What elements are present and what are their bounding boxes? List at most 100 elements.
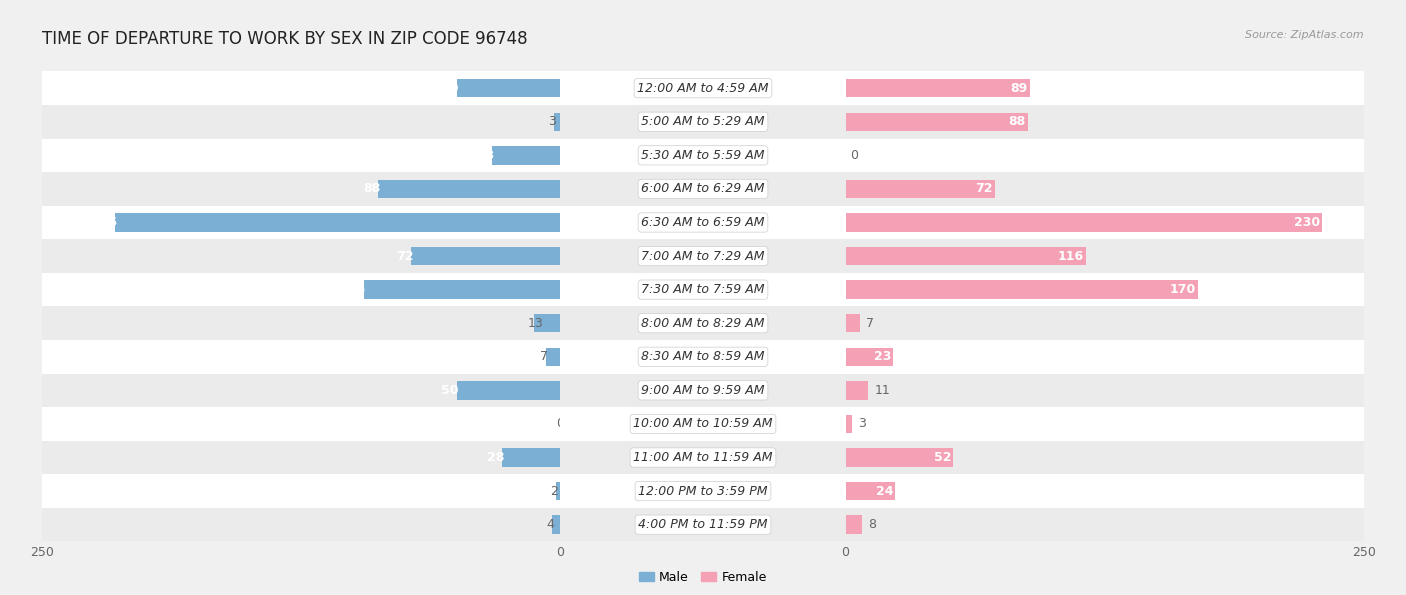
Text: 28: 28 xyxy=(486,451,505,464)
Text: 9:00 AM to 9:59 AM: 9:00 AM to 9:59 AM xyxy=(641,384,765,397)
Bar xyxy=(845,508,1364,541)
Bar xyxy=(561,374,845,407)
Bar xyxy=(845,515,862,534)
Text: 13: 13 xyxy=(527,317,543,330)
Bar xyxy=(845,172,1364,206)
Text: 5:00 AM to 5:29 AM: 5:00 AM to 5:29 AM xyxy=(641,115,765,129)
Bar xyxy=(561,239,845,273)
Text: 3: 3 xyxy=(548,115,555,129)
Bar xyxy=(546,347,561,366)
Text: Source: ZipAtlas.com: Source: ZipAtlas.com xyxy=(1246,30,1364,40)
Bar xyxy=(561,139,845,172)
Bar xyxy=(42,474,561,508)
Text: 8:30 AM to 8:59 AM: 8:30 AM to 8:59 AM xyxy=(641,350,765,364)
Text: 24: 24 xyxy=(876,484,893,497)
Text: 11:00 AM to 11:59 AM: 11:00 AM to 11:59 AM xyxy=(633,451,773,464)
Text: 5:30 AM to 5:59 AM: 5:30 AM to 5:59 AM xyxy=(641,149,765,162)
Bar xyxy=(845,340,1364,374)
Text: 88: 88 xyxy=(363,183,380,195)
Text: 230: 230 xyxy=(1294,216,1320,229)
Bar xyxy=(42,105,561,139)
Bar xyxy=(845,105,1364,139)
Bar xyxy=(502,448,561,466)
Bar xyxy=(492,146,561,165)
Bar xyxy=(845,314,860,333)
Text: 0: 0 xyxy=(557,418,564,430)
Bar xyxy=(553,515,561,534)
Bar xyxy=(457,381,561,400)
Bar xyxy=(845,206,1364,239)
Bar xyxy=(845,381,869,400)
Bar xyxy=(42,139,561,172)
Bar xyxy=(845,306,1364,340)
Bar xyxy=(533,314,561,333)
Bar xyxy=(845,407,1364,441)
Text: 95: 95 xyxy=(349,283,366,296)
Text: 23: 23 xyxy=(873,350,891,364)
Bar xyxy=(845,239,1364,273)
Bar xyxy=(557,482,561,500)
Bar xyxy=(561,306,845,340)
Bar xyxy=(845,474,1364,508)
Bar xyxy=(364,280,561,299)
Text: 72: 72 xyxy=(976,183,993,195)
Bar xyxy=(561,441,845,474)
Bar xyxy=(561,206,845,239)
Bar xyxy=(561,71,845,105)
Bar xyxy=(42,441,561,474)
Bar xyxy=(561,474,845,508)
Bar xyxy=(845,347,893,366)
Bar xyxy=(378,180,561,198)
Bar xyxy=(561,273,845,306)
Text: 4:00 PM to 11:59 PM: 4:00 PM to 11:59 PM xyxy=(638,518,768,531)
Bar xyxy=(42,172,561,206)
Bar xyxy=(42,407,561,441)
Text: 8: 8 xyxy=(869,518,876,531)
Bar xyxy=(845,139,1364,172)
Text: 7: 7 xyxy=(540,350,548,364)
Bar xyxy=(42,239,561,273)
Bar xyxy=(845,280,1198,299)
Bar xyxy=(561,508,845,541)
Legend: Male, Female: Male, Female xyxy=(634,566,772,588)
Text: 7:30 AM to 7:59 AM: 7:30 AM to 7:59 AM xyxy=(641,283,765,296)
Bar xyxy=(845,374,1364,407)
Bar xyxy=(845,213,1323,231)
Bar xyxy=(42,508,561,541)
Text: 72: 72 xyxy=(395,249,413,262)
Bar xyxy=(42,206,561,239)
Text: 8:00 AM to 8:29 AM: 8:00 AM to 8:29 AM xyxy=(641,317,765,330)
Text: 4: 4 xyxy=(546,518,554,531)
Text: 33: 33 xyxy=(477,149,494,162)
Bar xyxy=(561,172,845,206)
Bar xyxy=(845,415,852,433)
Text: 7: 7 xyxy=(866,317,875,330)
Bar xyxy=(561,340,845,374)
Bar xyxy=(42,71,561,105)
Text: 50: 50 xyxy=(441,384,458,397)
Bar xyxy=(457,79,561,98)
Text: 6:00 AM to 6:29 AM: 6:00 AM to 6:29 AM xyxy=(641,183,765,195)
Text: 11: 11 xyxy=(875,384,890,397)
Bar xyxy=(411,247,561,265)
Bar xyxy=(845,79,1031,98)
Text: 50: 50 xyxy=(441,82,458,95)
Bar xyxy=(115,213,561,231)
Text: 52: 52 xyxy=(934,451,952,464)
Bar xyxy=(42,306,561,340)
Text: 116: 116 xyxy=(1057,249,1084,262)
Bar xyxy=(42,374,561,407)
Bar xyxy=(845,247,1085,265)
Bar xyxy=(845,71,1364,105)
Bar xyxy=(845,180,995,198)
Text: 89: 89 xyxy=(1011,82,1028,95)
Text: 7:00 AM to 7:29 AM: 7:00 AM to 7:29 AM xyxy=(641,249,765,262)
Bar xyxy=(554,112,561,131)
Text: 3: 3 xyxy=(858,418,866,430)
Text: 170: 170 xyxy=(1170,283,1197,296)
Text: 12:00 PM to 3:59 PM: 12:00 PM to 3:59 PM xyxy=(638,484,768,497)
Text: TIME OF DEPARTURE TO WORK BY SEX IN ZIP CODE 96748: TIME OF DEPARTURE TO WORK BY SEX IN ZIP … xyxy=(42,30,527,48)
Bar xyxy=(42,273,561,306)
Bar xyxy=(561,105,845,139)
Text: 0: 0 xyxy=(849,149,858,162)
